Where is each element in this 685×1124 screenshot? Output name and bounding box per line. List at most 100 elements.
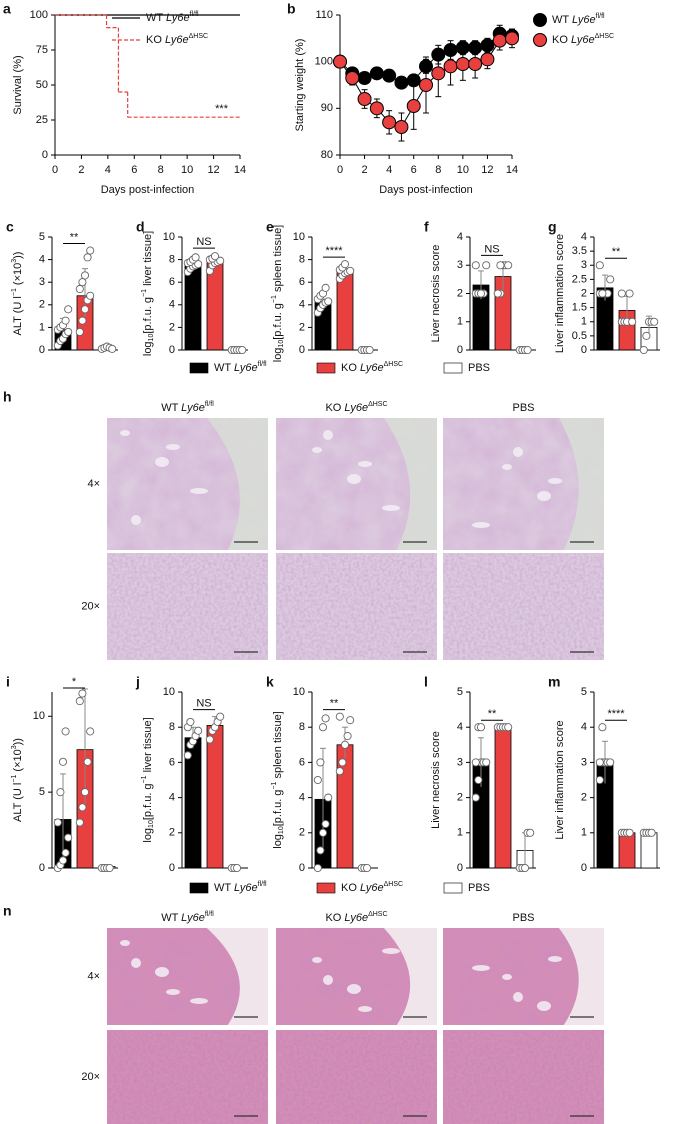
significance-label: NS: [196, 236, 211, 248]
y-tick-label: 100: [30, 9, 48, 21]
y-tick-label: 0: [42, 149, 48, 161]
vessel: [155, 967, 169, 977]
column-header-part: KO: [325, 912, 344, 924]
y-axis-title-part: liver tissue]: [142, 717, 154, 775]
y-tick-label: 3: [581, 259, 587, 271]
y-tick-label: 3.5: [572, 245, 587, 257]
data-point: [186, 717, 195, 726]
y-axis-title-part: 10: [278, 826, 285, 834]
vessel: [131, 515, 141, 525]
row-label: 20×: [81, 1071, 100, 1083]
marker: [394, 75, 409, 90]
column-header-part: ΔHSC: [368, 401, 387, 408]
y-tick-label: 2: [299, 321, 305, 333]
y-axis-title-part: [p.f.u. g: [142, 297, 154, 334]
data-point: [606, 758, 615, 767]
y-tick-label: 2: [581, 287, 587, 299]
vessel: [347, 474, 361, 484]
data-point: [313, 863, 322, 873]
data-point: [194, 260, 203, 269]
y-axis-title-part: −1: [271, 781, 278, 789]
panel-letter: k: [266, 674, 274, 690]
panel-letter: d: [136, 219, 145, 235]
y-tick-label: 0: [169, 862, 175, 874]
data-point: [595, 758, 604, 767]
y-tick-label: 1: [581, 827, 587, 839]
panel-letter: h: [3, 389, 12, 405]
y-tick-label: 4: [457, 721, 463, 733]
legend-swatch: [189, 882, 209, 894]
marker: [480, 52, 495, 67]
marker: [455, 57, 470, 71]
data-point: [523, 345, 532, 355]
y-tick-label: 90: [321, 102, 333, 114]
y-axis-title-part: 10: [148, 820, 155, 828]
data-point: [78, 803, 87, 812]
legend-label-part: ΔHSC: [384, 361, 403, 368]
legend-label-part: ΔHSC: [384, 881, 403, 888]
y-tick-label: 2: [581, 792, 587, 804]
y-tick-label: 25: [36, 114, 48, 126]
significance-label: **: [612, 246, 621, 258]
column-header: WT Ly6efl/fl: [161, 911, 214, 924]
y-tick-label: 3: [581, 756, 587, 768]
y-tick-label: 75: [36, 44, 48, 56]
y-axis-title-part: −1: [11, 775, 18, 783]
y-tick-label: 10: [33, 710, 45, 722]
data-point: [216, 256, 225, 265]
y-axis-title: Survival (%): [12, 55, 24, 114]
vessel: [502, 464, 512, 470]
data-point: [482, 758, 491, 767]
data-point: [75, 284, 84, 294]
data-point: [598, 289, 607, 298]
column-header-part: Ly6e: [344, 402, 368, 414]
data-point: [474, 775, 483, 785]
y-axis-title-part: −1: [271, 295, 278, 303]
data-point: [335, 767, 344, 776]
marker: [468, 57, 483, 71]
row-label: 4×: [87, 478, 100, 490]
y-axis-title-part: 3: [11, 745, 18, 749]
data-point: [83, 253, 92, 262]
column-header-part: fl/fl: [205, 911, 214, 918]
legend-swatch: [443, 882, 463, 894]
data-point: [343, 731, 352, 741]
data-point: [61, 316, 70, 325]
data-point: [105, 863, 114, 873]
data-point: [625, 289, 634, 298]
y-tick-label: 2: [299, 827, 305, 839]
legend-label-part: fl/fl: [596, 13, 605, 20]
data-point: [56, 788, 65, 797]
legend-swatch: [189, 362, 209, 374]
y-tick-label: 3: [457, 756, 463, 768]
y-axis-title: log10[p.f.u. g−1 spleen tissue]: [271, 225, 285, 363]
data-point: [108, 344, 117, 353]
panel-letter: n: [3, 903, 12, 919]
y-tick-label: 10: [163, 231, 175, 243]
y-axis-title-part: log: [142, 828, 154, 843]
y-axis-title: ALT (U l−1 (×103)): [11, 738, 24, 822]
y-tick-label: 3: [39, 276, 45, 288]
data-point: [526, 828, 535, 837]
marker: [382, 68, 397, 83]
y-tick-label: 8: [299, 254, 305, 266]
x-tick-label: 4: [105, 164, 111, 176]
y-tick-label: 5: [457, 686, 463, 698]
y-tick-label: 2: [169, 827, 175, 839]
marker: [369, 66, 384, 81]
marker: [382, 115, 397, 130]
y-axis-title: log10[p.f.u. g−1 spleen tissue]: [271, 711, 285, 849]
legend-label-part: ΔHSC: [595, 33, 614, 40]
y-axis-title: ALT (U l−1 (×103)): [11, 252, 24, 336]
vessel: [166, 989, 180, 995]
y-axis-title-part: spleen tissue]: [272, 711, 284, 781]
y-tick-label: 4: [169, 792, 175, 804]
y-axis-title-part: −1: [141, 289, 148, 297]
data-point: [595, 261, 604, 270]
x-axis-title: Days post-infection: [101, 184, 195, 196]
data-point: [75, 818, 84, 827]
y-axis-title-part: 10: [148, 334, 155, 342]
y-tick-label: 0: [39, 344, 45, 356]
vessel: [472, 965, 490, 971]
